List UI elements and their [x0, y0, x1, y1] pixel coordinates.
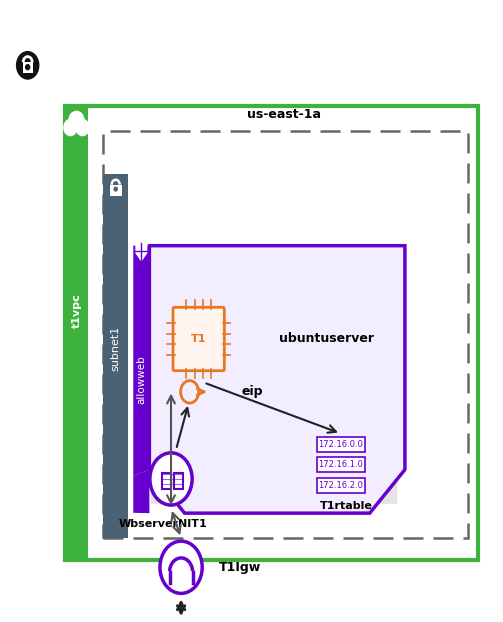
Text: subnet1: subnet1 — [111, 326, 121, 371]
Text: ●: ● — [25, 62, 31, 68]
Bar — [103, 131, 468, 538]
Text: 172.16.0.0: 172.16.0.0 — [318, 440, 363, 448]
Bar — [162, 473, 171, 489]
Polygon shape — [135, 243, 147, 262]
Text: t1vpc: t1vpc — [71, 294, 81, 328]
Bar — [65, 106, 478, 560]
Circle shape — [64, 119, 77, 136]
Text: ubuntuserver: ubuntuserver — [279, 333, 374, 345]
Circle shape — [114, 187, 117, 191]
Polygon shape — [133, 246, 149, 476]
Polygon shape — [151, 267, 397, 504]
Circle shape — [76, 119, 89, 136]
Text: WbserverNIT1: WbserverNIT1 — [118, 519, 207, 529]
Text: T1Igw: T1Igw — [219, 561, 261, 573]
Text: 172.16.1.0: 172.16.1.0 — [318, 460, 363, 469]
Circle shape — [69, 111, 84, 130]
Circle shape — [17, 52, 39, 79]
Text: eip: eip — [241, 386, 263, 398]
Bar — [317, 457, 365, 472]
Bar — [317, 437, 365, 452]
FancyBboxPatch shape — [173, 307, 224, 371]
Text: us-east-1a: us-east-1a — [247, 108, 321, 121]
Bar — [23, 62, 33, 73]
Text: 172.16.2.0: 172.16.2.0 — [318, 481, 363, 490]
Text: T1: T1 — [191, 334, 206, 344]
Text: allowweb: allowweb — [136, 355, 146, 404]
Bar — [317, 478, 365, 493]
Bar — [65, 106, 88, 560]
Circle shape — [160, 541, 202, 593]
Bar — [103, 174, 128, 538]
Bar — [174, 473, 183, 489]
Text: T1rtable: T1rtable — [319, 501, 372, 511]
Bar — [110, 185, 122, 196]
Polygon shape — [133, 470, 149, 513]
Circle shape — [150, 453, 192, 505]
Polygon shape — [149, 246, 405, 513]
Circle shape — [26, 65, 30, 70]
